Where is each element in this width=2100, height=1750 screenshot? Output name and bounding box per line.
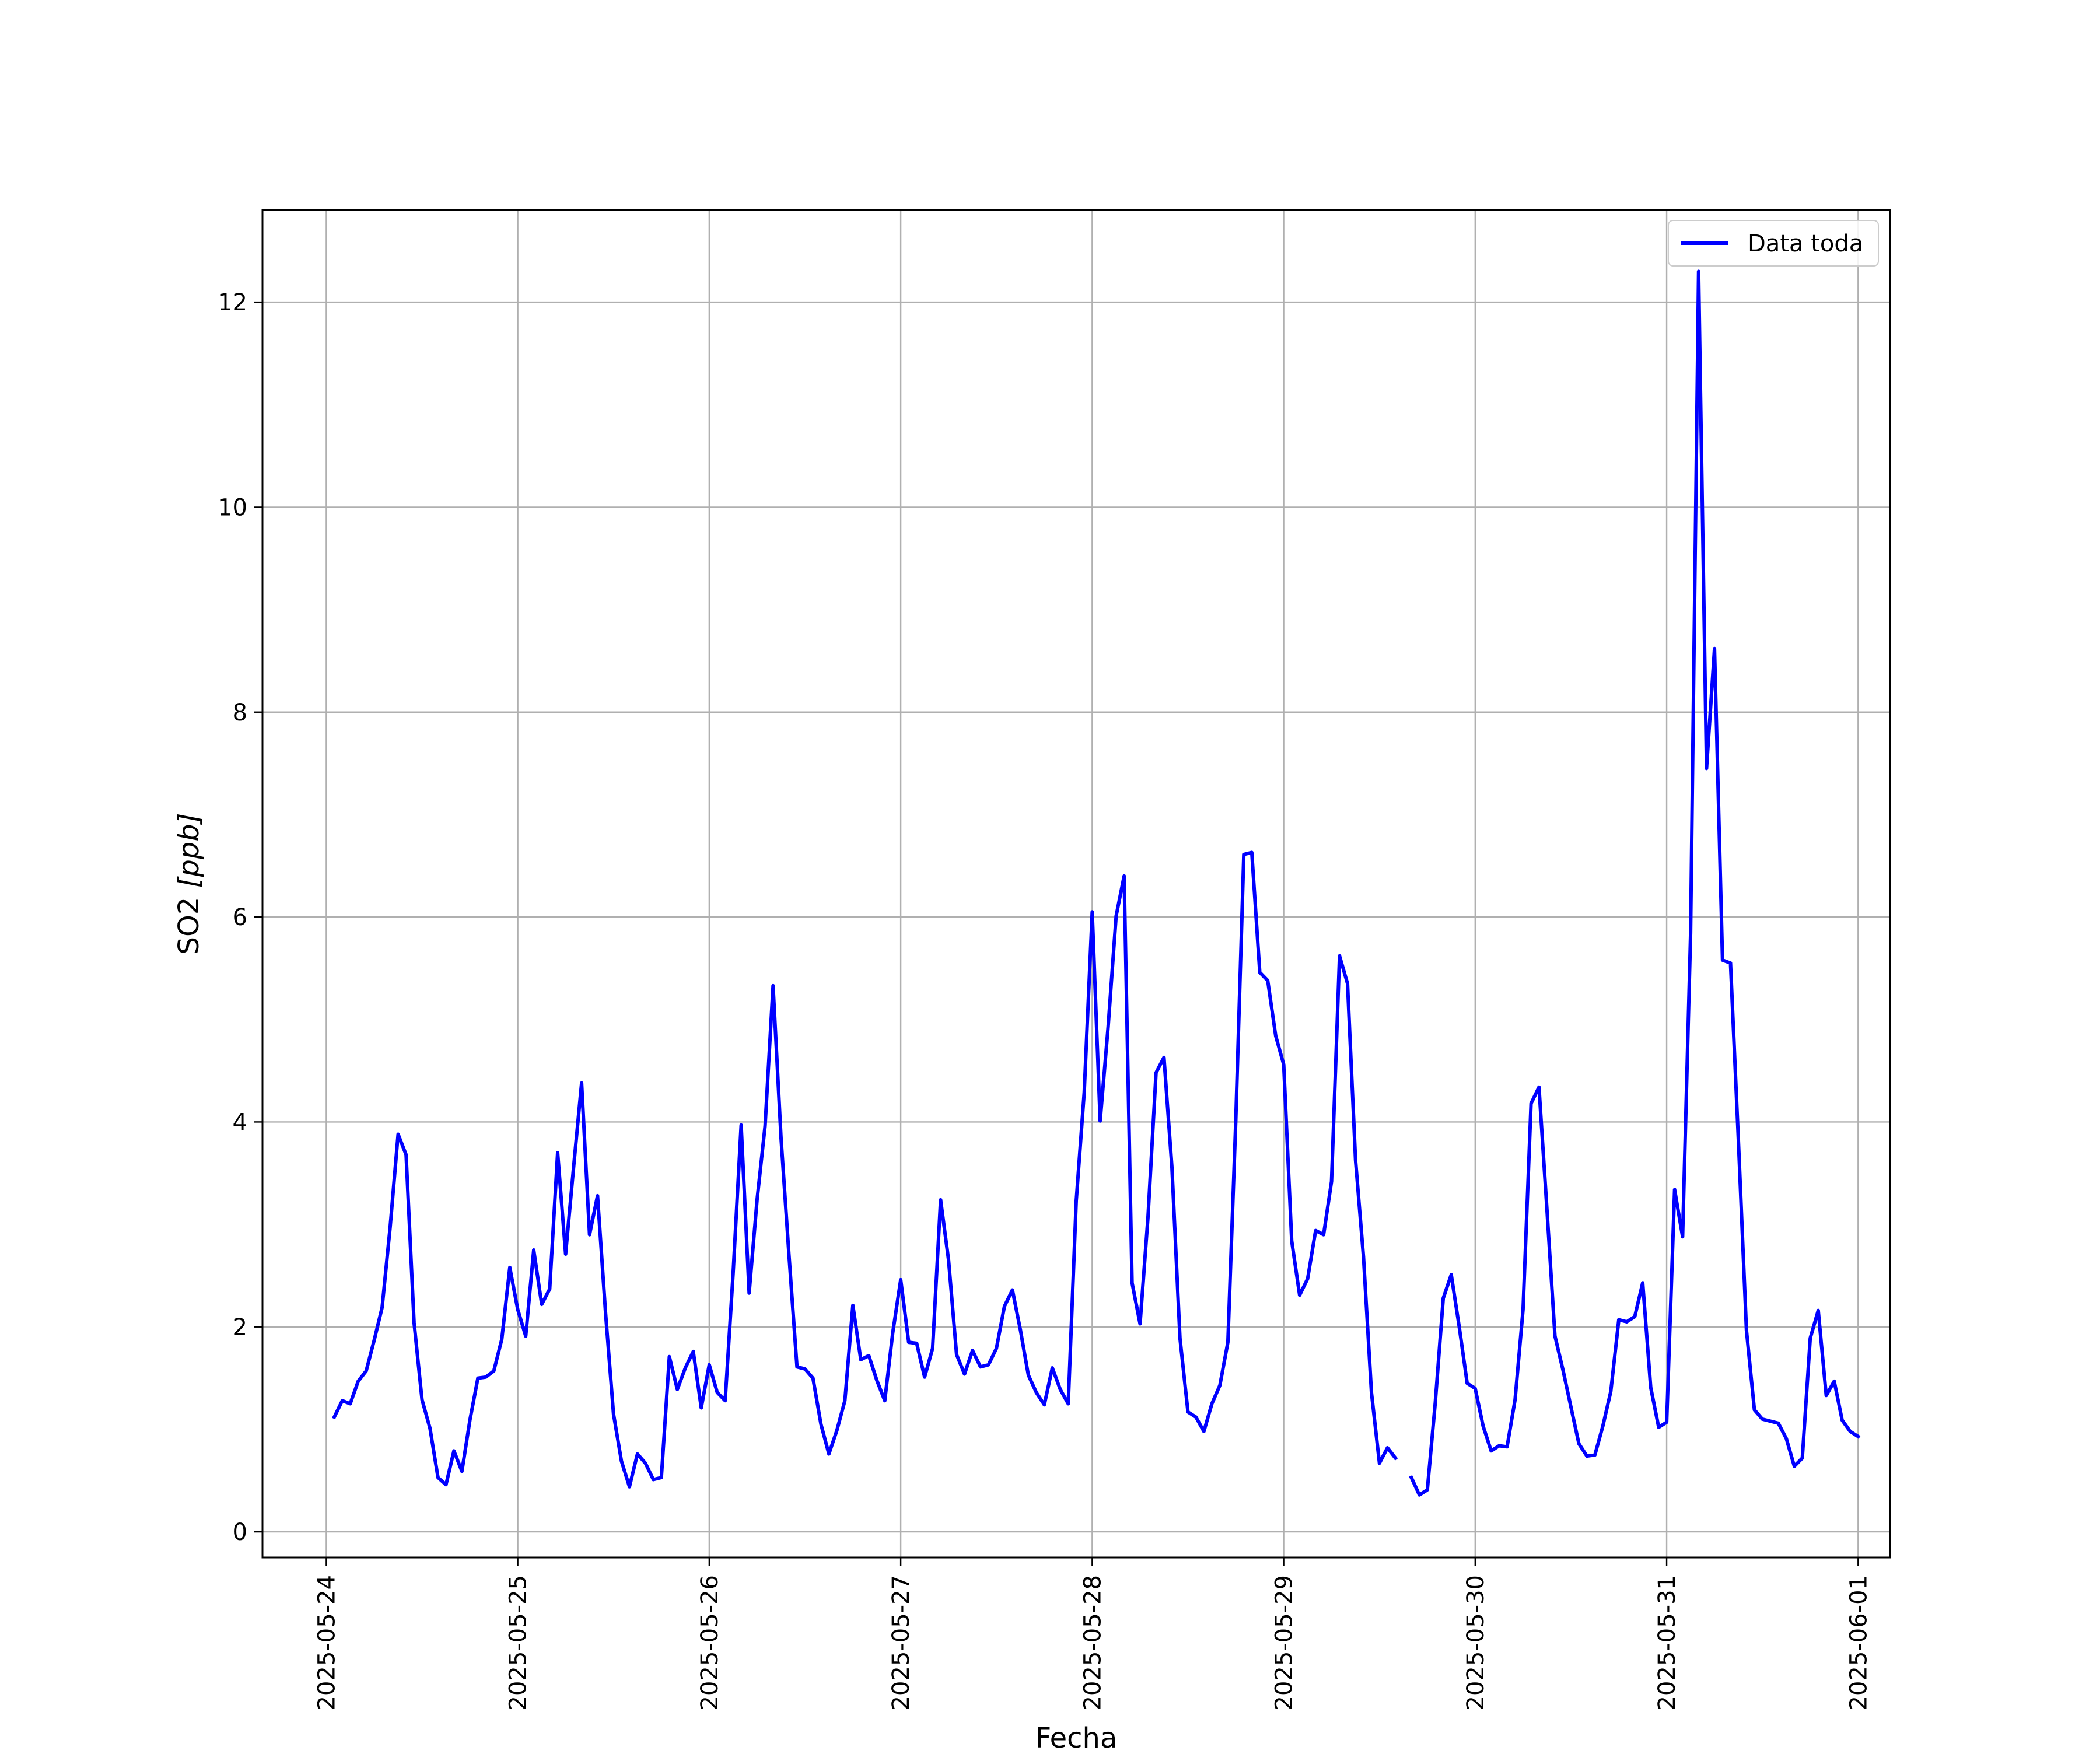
x-tick-label: 2025-05-31 xyxy=(1654,1575,1681,1710)
x-tick-label: 2025-05-29 xyxy=(1271,1575,1298,1710)
y-tick-label: 2 xyxy=(233,1314,247,1341)
y-tick-label: 12 xyxy=(218,289,247,316)
y-axis-label-unit: [ppb] xyxy=(173,813,205,888)
legend-box xyxy=(1668,220,1879,267)
x-tick-label: 2025-05-25 xyxy=(505,1575,532,1710)
y-tick-label: 8 xyxy=(233,699,247,726)
series-group xyxy=(332,270,1861,1497)
y-axis-label: SO2 [ppb] xyxy=(173,813,205,955)
plot-frame xyxy=(261,209,1891,1559)
series-line xyxy=(332,270,1861,1497)
x-tick-label: 2025-05-28 xyxy=(1079,1575,1106,1710)
x-tick-label: 2025-05-30 xyxy=(1462,1575,1489,1710)
y-tick-label: 10 xyxy=(218,494,247,521)
plot-area xyxy=(262,210,1890,1558)
legend-label: Data toda xyxy=(1748,230,1863,257)
y-tick-label: 6 xyxy=(233,904,247,931)
y-tick-label: 4 xyxy=(233,1109,247,1136)
y-axis: 0 2 4 6 8 10 12 xyxy=(218,289,262,1546)
x-tick-label: 2025-05-26 xyxy=(696,1575,723,1710)
y-axis-label-main: SO2 xyxy=(173,888,205,954)
y-tick-label: 0 xyxy=(233,1519,247,1546)
legend: Data toda xyxy=(1668,220,1879,267)
x-tick-label: 2025-05-27 xyxy=(888,1575,915,1710)
x-tick-label: 2025-06-01 xyxy=(1845,1575,1872,1710)
x-axis: 2025-05-24 2025-05-25 2025-05-26 2025-05-27… xyxy=(313,1558,1872,1710)
x-axis-label: Fecha xyxy=(1035,1722,1118,1750)
x-tick-label: 2025-05-24 xyxy=(313,1575,340,1710)
